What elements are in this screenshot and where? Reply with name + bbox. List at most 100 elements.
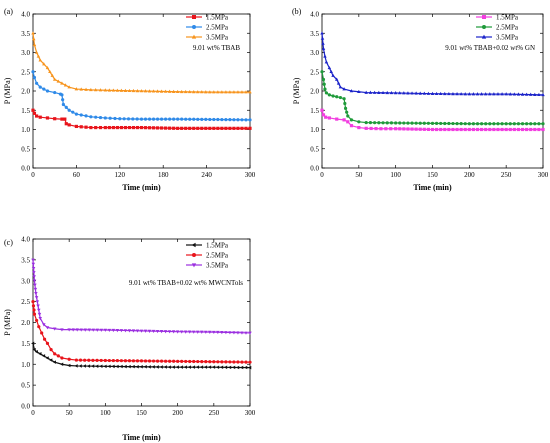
data-point — [426, 121, 431, 125]
series-3.5MPa — [31, 258, 252, 335]
data-point — [78, 358, 83, 362]
data-point — [455, 92, 459, 96]
data-point — [139, 329, 144, 333]
data-point — [135, 117, 139, 121]
data-point — [167, 365, 171, 369]
data-point — [471, 92, 476, 96]
data-point — [342, 118, 346, 122]
data-point — [418, 91, 422, 95]
data-point — [224, 331, 228, 335]
data-point — [188, 359, 192, 364]
data-point — [516, 127, 521, 132]
data-point — [60, 328, 64, 332]
data-point — [131, 117, 135, 121]
data-point — [45, 89, 50, 93]
data-point — [37, 325, 41, 329]
data-point — [31, 262, 36, 266]
data-point — [529, 127, 533, 132]
y-tick-label: 2.5 — [310, 68, 319, 76]
data-point — [346, 120, 350, 124]
data-point — [195, 365, 200, 369]
data-point — [248, 331, 252, 335]
data-point — [67, 108, 71, 112]
data-point — [31, 70, 35, 74]
data-point — [381, 121, 385, 125]
data-point — [349, 124, 354, 128]
data-point — [119, 88, 124, 92]
data-point — [167, 89, 172, 93]
data-point — [389, 90, 394, 95]
annotation-text: 9.01 wt% TBAB — [193, 44, 240, 52]
data-point — [98, 88, 103, 92]
data-point — [216, 360, 220, 364]
legend-label: 1.5MPa — [206, 242, 229, 250]
data-point — [346, 114, 350, 118]
data-point — [91, 358, 95, 362]
data-point — [74, 358, 78, 362]
legend-label: 2.5MPa — [496, 24, 519, 32]
legend-marker — [481, 34, 487, 39]
series-line — [32, 343, 251, 369]
data-point — [151, 359, 156, 363]
data-point — [512, 122, 516, 126]
data-point — [196, 117, 200, 121]
data-point — [422, 121, 426, 125]
data-point — [492, 92, 496, 96]
data-point — [377, 121, 381, 125]
data-point — [172, 117, 176, 121]
data-point — [131, 329, 136, 333]
series-1.5MPa — [31, 108, 252, 130]
data-point — [471, 127, 476, 132]
data-point — [139, 364, 143, 369]
data-point — [188, 126, 192, 130]
data-point — [60, 93, 64, 97]
data-point — [61, 98, 65, 102]
data-point — [151, 329, 156, 334]
y-tick-label: 2.0 — [310, 88, 319, 96]
data-point — [115, 359, 119, 363]
data-point — [504, 127, 508, 132]
data-point — [147, 126, 152, 130]
data-point — [131, 125, 136, 130]
data-point — [87, 328, 92, 332]
legend-marker — [192, 253, 196, 257]
data-point — [52, 327, 57, 331]
data-point — [204, 126, 208, 130]
data-point — [171, 365, 175, 369]
data-point — [447, 127, 451, 132]
data-point — [89, 125, 93, 130]
data-point — [393, 91, 398, 95]
data-point — [418, 121, 422, 125]
data-point — [385, 90, 390, 95]
data-point — [439, 127, 443, 132]
data-point — [143, 359, 148, 363]
x-tick-label: 150 — [136, 409, 147, 417]
data-point — [31, 304, 36, 308]
data-point — [406, 127, 410, 131]
data-point — [187, 365, 192, 369]
data-point — [111, 88, 116, 92]
data-point — [248, 126, 252, 130]
data-point — [192, 126, 196, 130]
data-point — [115, 364, 119, 369]
series-2.5MPa — [31, 300, 252, 364]
y-tick-label: 4.0 — [310, 11, 319, 19]
data-point — [520, 127, 525, 132]
data-point — [127, 88, 132, 93]
data-point — [135, 125, 140, 130]
data-point — [364, 120, 368, 125]
data-point — [528, 92, 533, 96]
data-point — [71, 110, 75, 114]
data-point — [168, 126, 172, 130]
data-point — [232, 126, 236, 130]
data-point — [240, 126, 244, 130]
data-point — [533, 122, 537, 126]
data-point — [60, 117, 64, 121]
data-point — [155, 126, 160, 130]
data-point — [496, 122, 500, 126]
data-point — [434, 127, 439, 132]
data-point — [240, 360, 244, 364]
data-point — [475, 122, 480, 126]
data-point — [147, 329, 152, 333]
data-point — [508, 122, 512, 126]
